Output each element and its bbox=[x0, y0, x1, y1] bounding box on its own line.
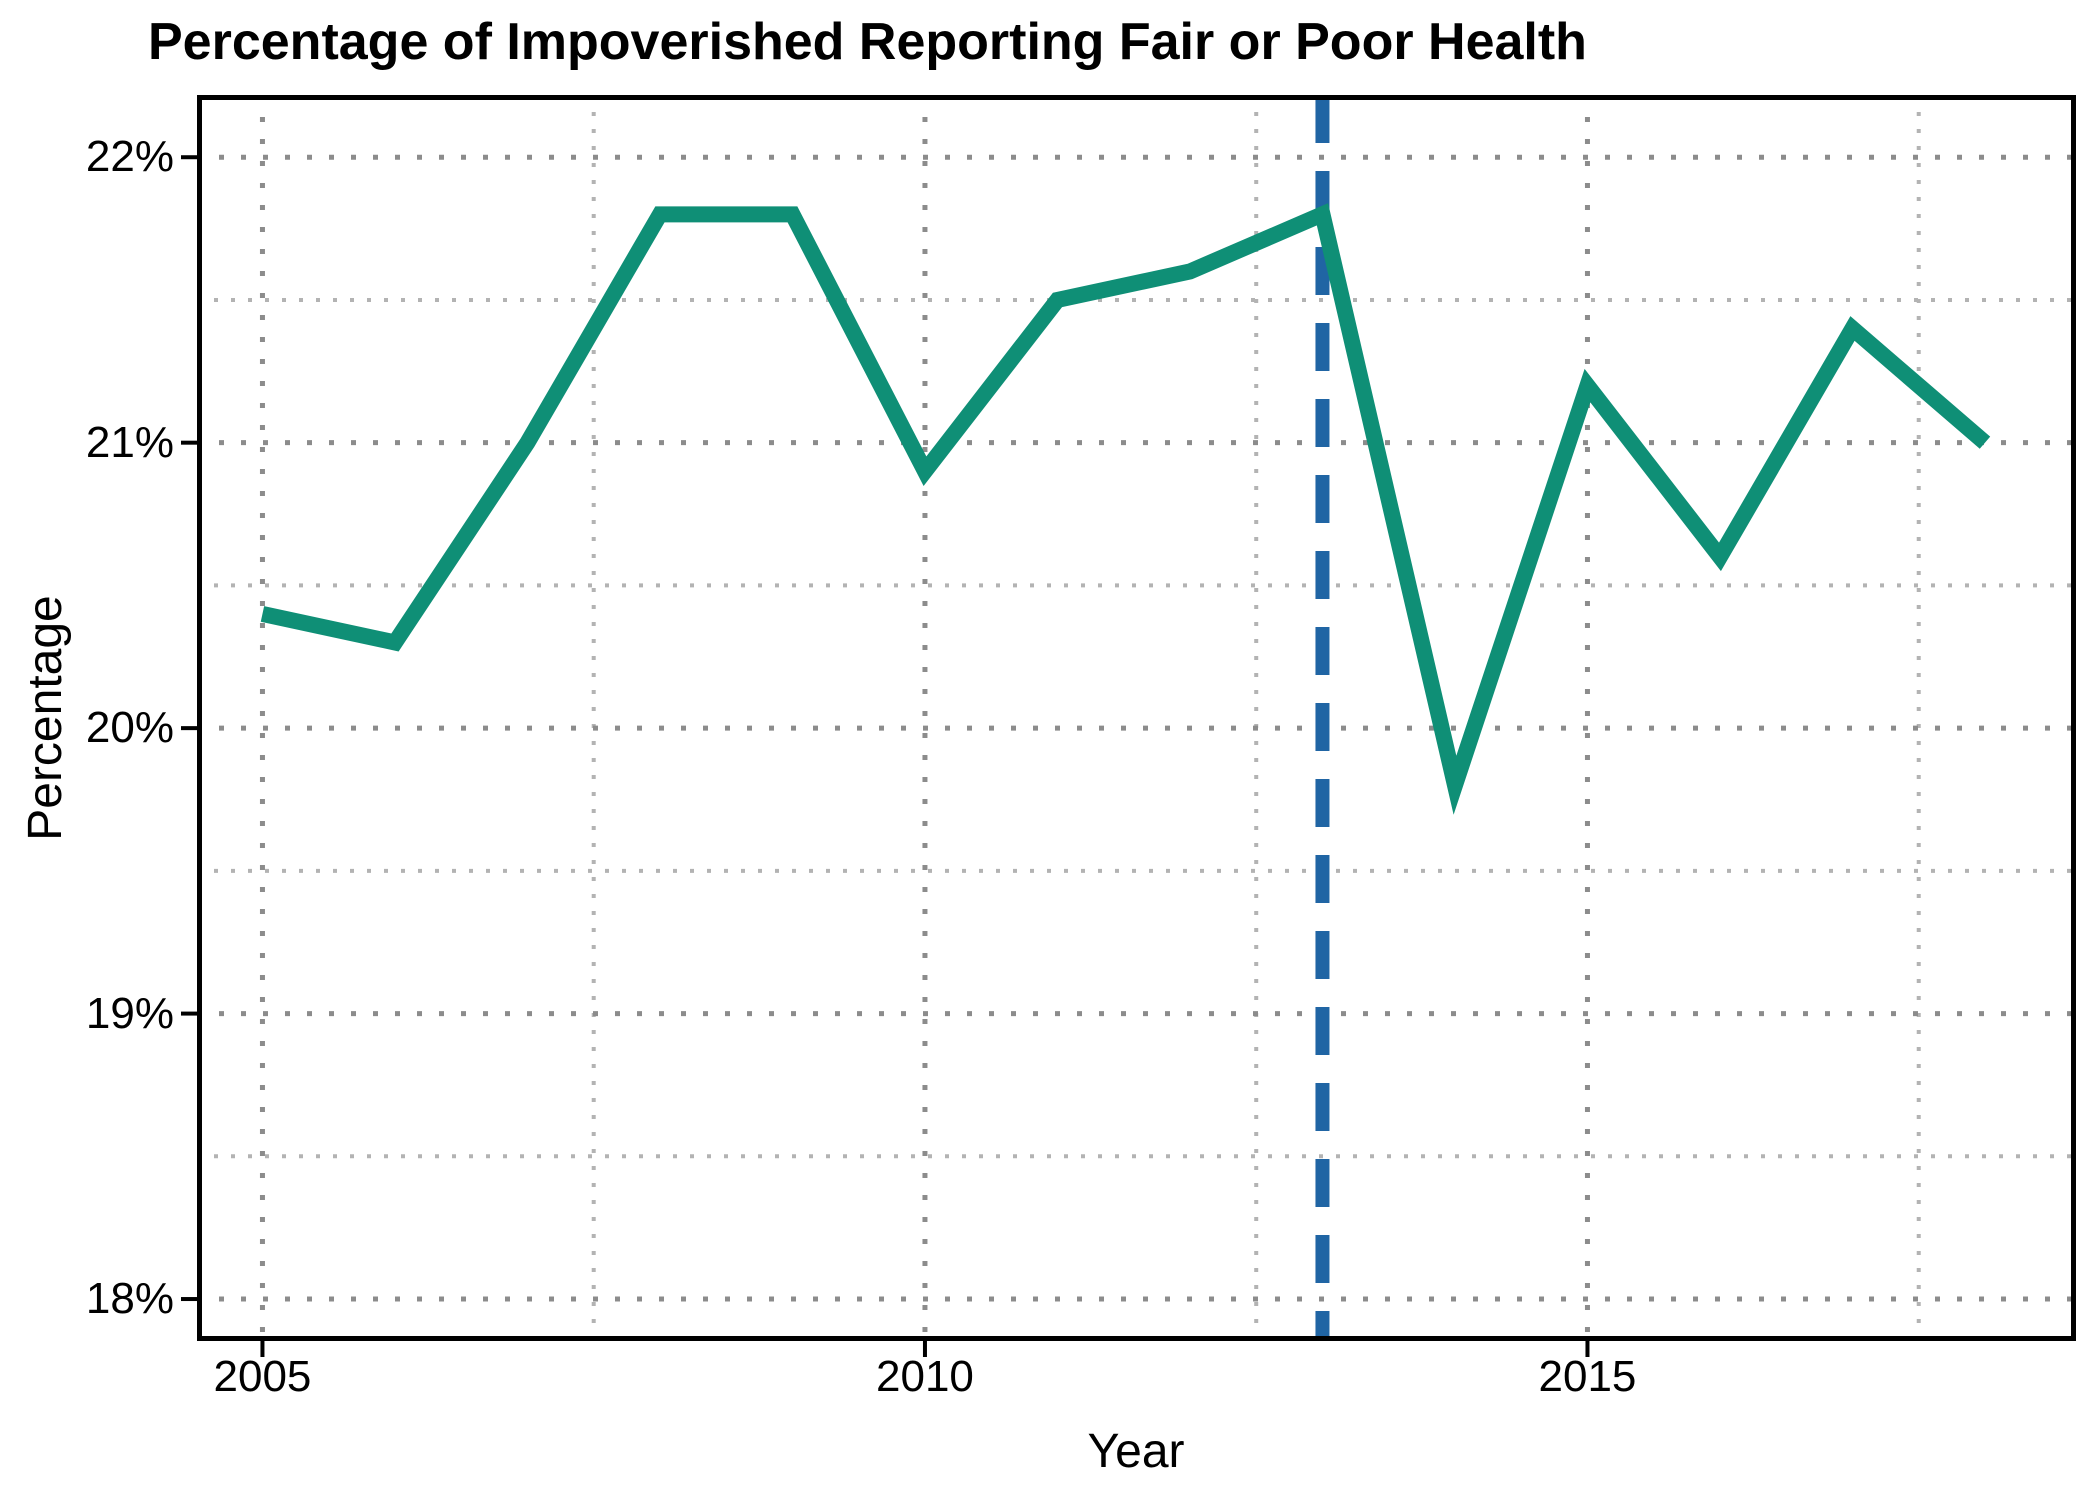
x-tick-label: 2005 bbox=[213, 1352, 312, 1401]
y-tick-label: 18% bbox=[85, 1274, 174, 1324]
panel-border bbox=[197, 95, 2076, 1341]
y-tick-label: 21% bbox=[85, 417, 174, 467]
data-series-line bbox=[260, 203, 1991, 815]
chart-title: Percentage of Impoverished Reporting Fai… bbox=[148, 13, 1587, 71]
y-tick-label: 22% bbox=[85, 132, 174, 182]
x-tick-label: 2015 bbox=[1538, 1352, 1637, 1401]
x-axis-title: Year bbox=[1087, 1425, 1185, 1478]
y-tick-label: 20% bbox=[85, 703, 174, 753]
x-tick-label: 2010 bbox=[876, 1352, 974, 1401]
y-tick-label: 19% bbox=[85, 988, 174, 1038]
plot-panel bbox=[181, 95, 2076, 1357]
